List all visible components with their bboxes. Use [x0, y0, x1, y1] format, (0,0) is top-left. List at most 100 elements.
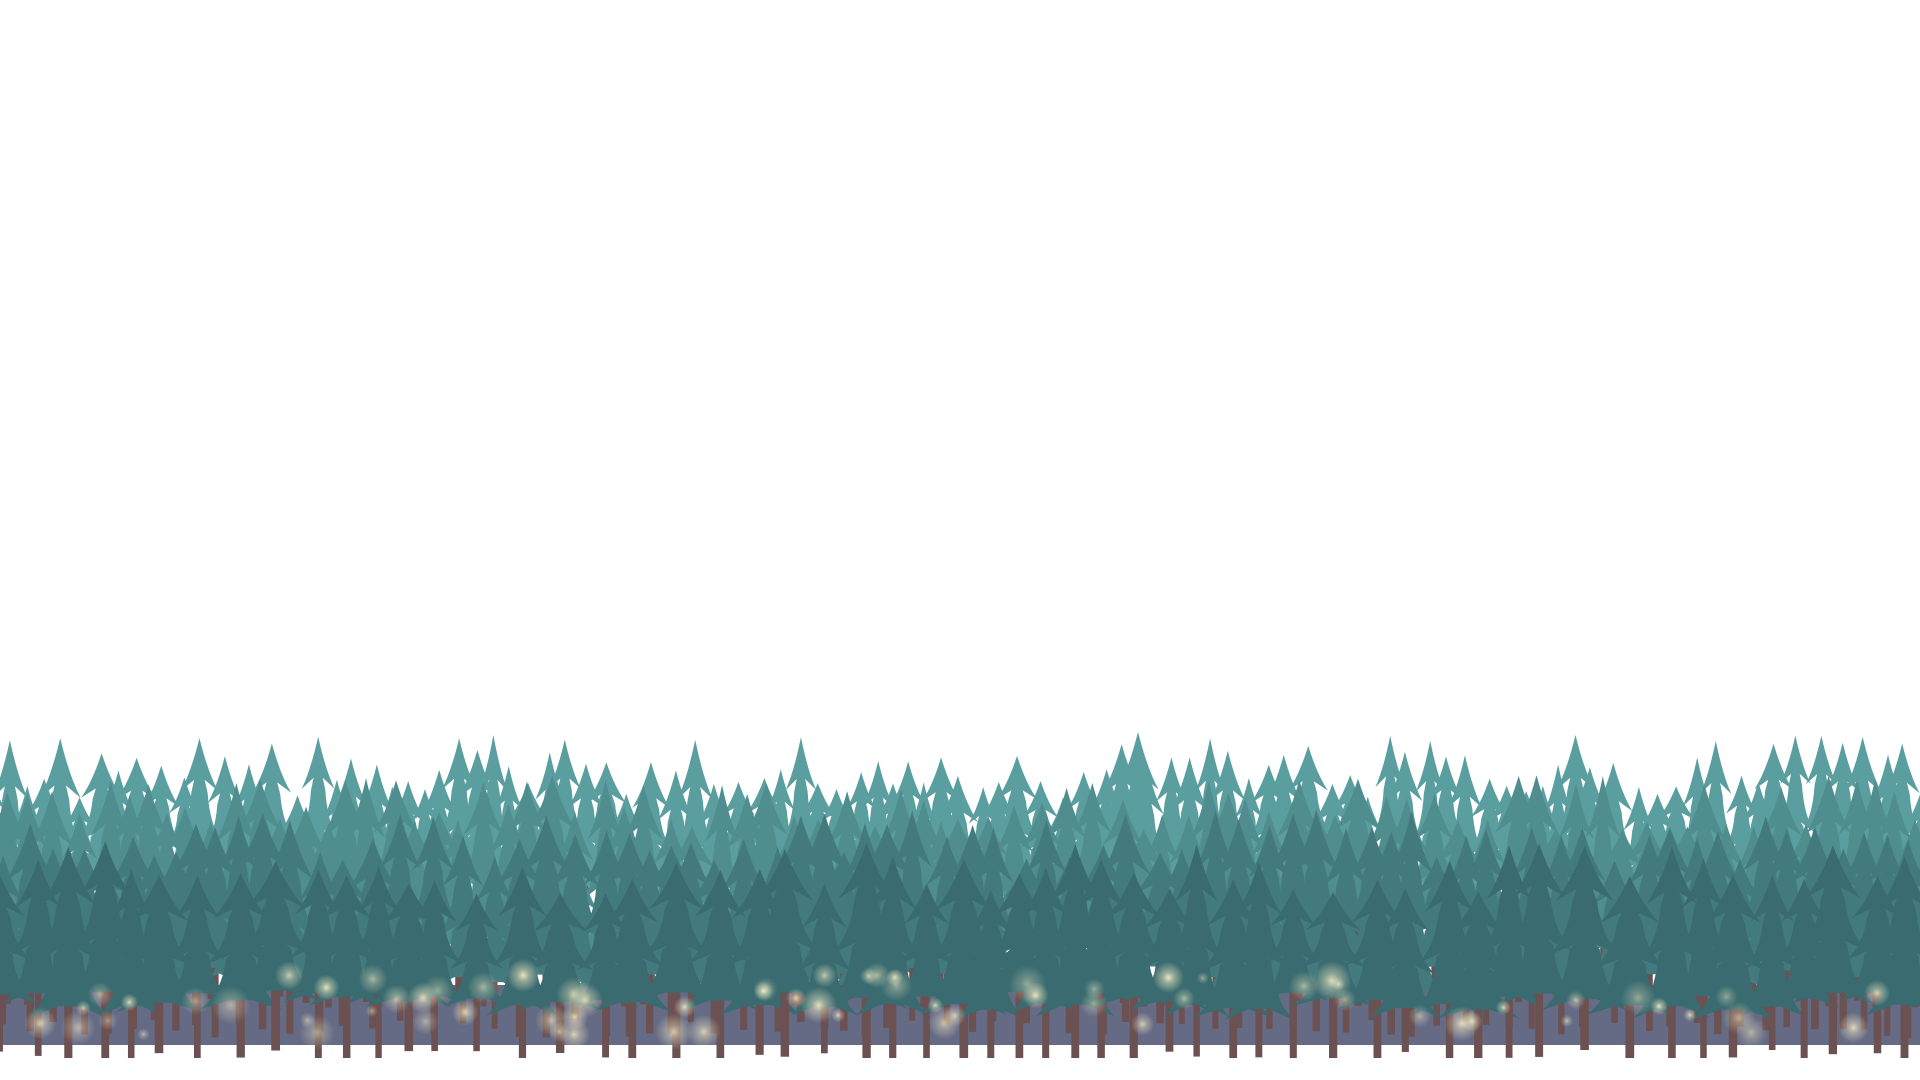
tree-foliage — [1130, 888, 1209, 1010]
tree-trunk — [628, 991, 637, 1058]
tree-foliage — [759, 769, 802, 893]
tree-trunk — [286, 971, 294, 1034]
tree-foliage — [695, 785, 749, 957]
tree-foliage — [659, 841, 723, 978]
tree-trunk — [1839, 962, 1847, 1029]
tree-trunk — [1700, 984, 1707, 1058]
tree-foliage — [1412, 860, 1487, 1015]
tree-trunk — [518, 993, 527, 1058]
tree-foliage — [1906, 947, 1920, 1010]
pine-tree — [1475, 845, 1544, 1058]
tree-foliage — [1690, 874, 1775, 1020]
tree-foliage — [199, 872, 283, 1010]
tree-foliage — [1193, 793, 1264, 948]
tree-foliage — [985, 804, 1043, 948]
tree-foliage — [1322, 778, 1394, 934]
pine-tree — [365, 883, 452, 1052]
tree-foliage — [444, 893, 510, 1007]
pine-tree — [1035, 844, 1115, 1058]
glow-light — [1461, 1010, 1483, 1032]
glow-light — [506, 958, 540, 993]
glow-light — [357, 964, 388, 994]
tree-foliage — [1421, 756, 1471, 885]
tree-foliage — [1675, 757, 1720, 906]
tree-foliage — [1791, 845, 1875, 1004]
tree-foliage — [1010, 867, 1081, 1014]
tree-foliage — [401, 880, 468, 1006]
tree-trunk — [1810, 973, 1819, 1030]
tree-foliage — [1064, 782, 1121, 931]
tree-trunk — [1229, 996, 1238, 1058]
tree-foliage — [980, 873, 1058, 1001]
pine-tree — [115, 874, 203, 1054]
tree-trunk — [1900, 991, 1909, 1058]
tree-foliage — [171, 738, 228, 897]
glow-light — [87, 981, 113, 1008]
tree-trunk — [1329, 988, 1338, 1058]
glow-light — [60, 1010, 96, 1045]
tree-foliage — [1436, 890, 1520, 1019]
glow-light — [1152, 961, 1185, 994]
tree-foliage — [1585, 875, 1674, 1016]
tree-foliage — [571, 893, 640, 1008]
tree-trunk — [375, 983, 382, 1058]
pine-tree — [1258, 888, 1329, 1058]
glow-light — [299, 1014, 335, 1051]
tree-foliage — [1224, 861, 1294, 1020]
tree-foliage — [1864, 856, 1920, 1016]
tree-foliage — [1584, 762, 1642, 909]
tree-trunk — [127, 994, 135, 1058]
tree-trunk — [1694, 971, 1701, 1023]
tree-trunk — [780, 980, 790, 1057]
glow-light — [753, 981, 774, 1001]
pine-tree — [0, 875, 38, 1052]
tree-foliage — [1063, 858, 1139, 1005]
tree-foliage — [762, 815, 839, 993]
tree-foliage — [369, 813, 432, 978]
tree-foliage — [293, 736, 343, 893]
tree-foliage — [622, 762, 679, 900]
tree-trunk — [1015, 981, 1024, 1058]
pine-tree — [1338, 879, 1417, 1058]
tree-foliage — [1670, 858, 1737, 1007]
pine-tree — [1769, 878, 1840, 1058]
pine-tree — [1164, 844, 1229, 1057]
tree-trunk — [1373, 989, 1382, 1058]
tree-trunk — [1312, 968, 1320, 1032]
tree-foliage — [27, 846, 109, 1019]
glow-light — [880, 969, 913, 1002]
glow-light — [467, 971, 500, 1004]
tree-foliage — [915, 835, 979, 985]
glow-light — [786, 988, 806, 1009]
tree-foliage — [668, 739, 722, 919]
glow-light — [1332, 977, 1345, 991]
tree-trunk — [755, 993, 764, 1055]
tree-foliage — [1184, 810, 1247, 990]
tree-foliage — [955, 890, 1026, 1019]
pine-tree — [1864, 856, 1920, 1058]
glow-light — [1683, 1008, 1697, 1022]
tree-foliage — [853, 761, 903, 901]
tree-foliage — [1772, 735, 1819, 881]
tree-trunk — [1668, 992, 1676, 1058]
pine-tree — [346, 865, 411, 1058]
tree-foliage — [742, 848, 828, 1004]
glow-light — [1196, 971, 1209, 985]
tree-foliage — [733, 782, 799, 941]
tree-foliage — [432, 834, 494, 988]
pine-tree — [163, 875, 231, 1058]
tree-trunk — [1768, 995, 1776, 1051]
pine-tree — [893, 883, 960, 1058]
tree-foliage — [856, 856, 929, 1016]
tree-foliage — [4, 858, 73, 1004]
tree-foliage — [1279, 810, 1353, 996]
tree-trunk — [820, 995, 828, 1054]
tree-trunk — [1828, 980, 1838, 1055]
tree-foliage — [1035, 844, 1115, 1017]
tree-trunk — [473, 989, 480, 1052]
tree-trunk — [1255, 996, 1263, 1058]
glow-light — [1863, 979, 1891, 1007]
tree-trunk — [602, 990, 609, 1058]
pine-tree — [856, 856, 929, 1058]
glow-light — [831, 1008, 846, 1023]
